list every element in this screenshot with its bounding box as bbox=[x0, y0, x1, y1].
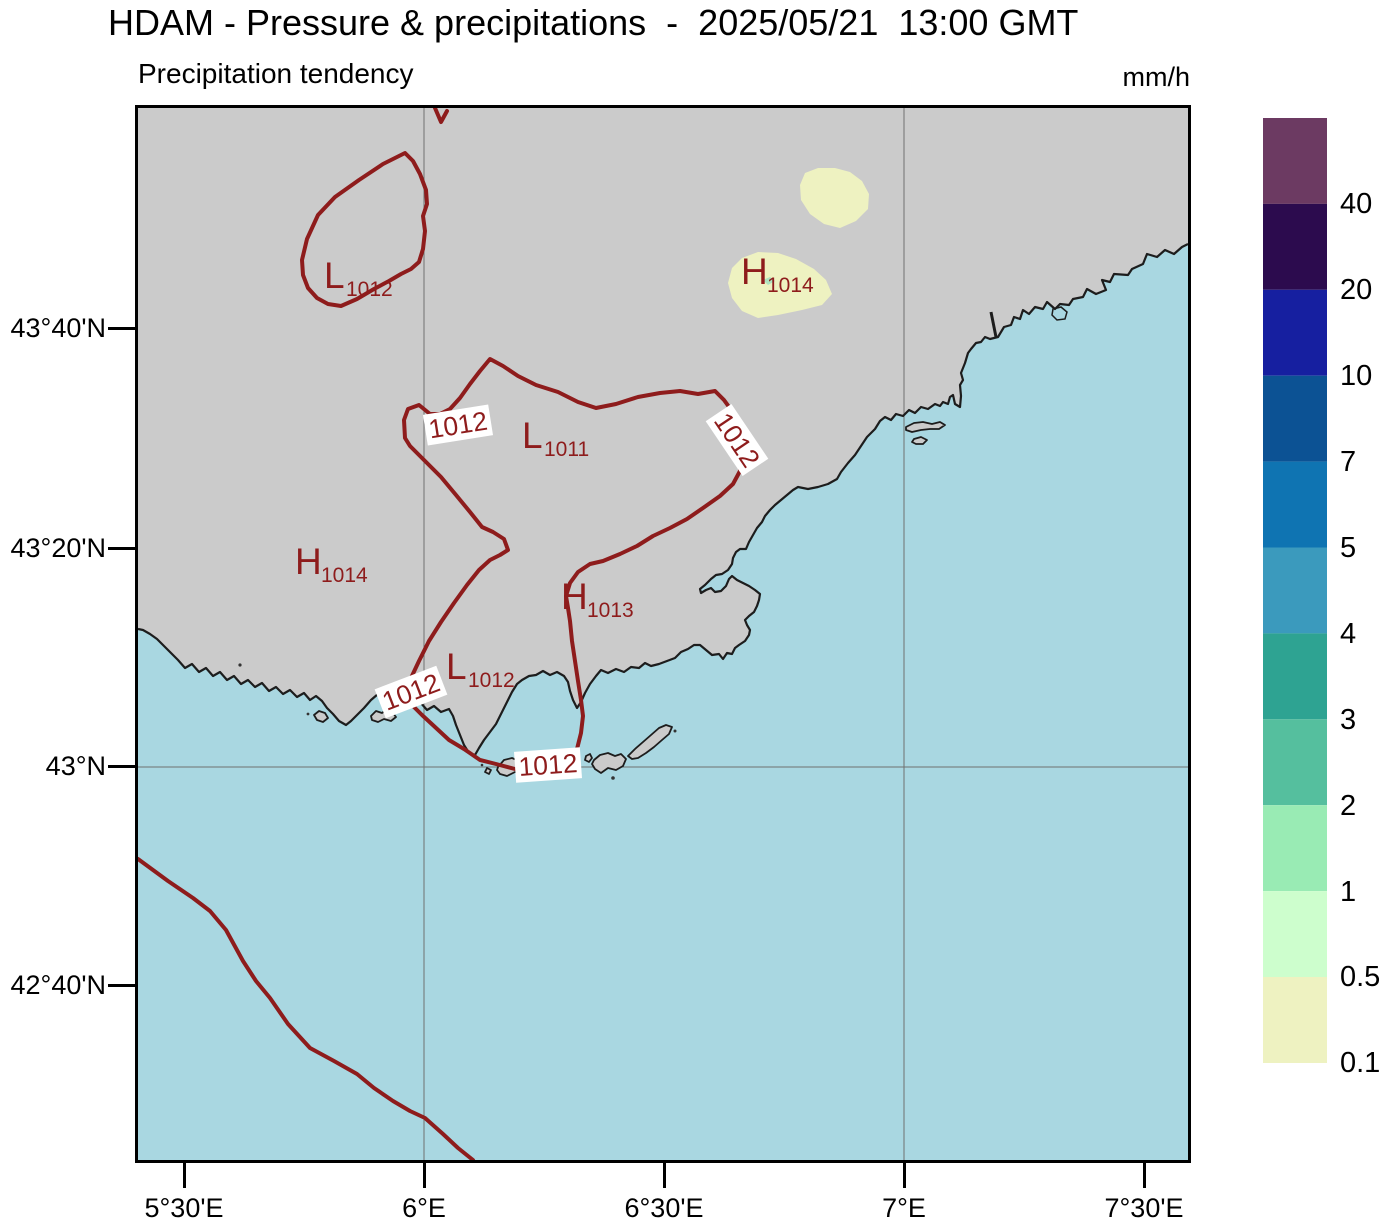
islet-st-mandrier bbox=[313, 710, 329, 723]
lat-tick bbox=[108, 765, 136, 768]
isobar-label-box bbox=[422, 404, 494, 446]
pressure-center-value: 1013 bbox=[587, 599, 634, 622]
colorbar bbox=[1263, 118, 1327, 1063]
lat-tick-label: 43°20'N bbox=[10, 533, 106, 563]
islet-dots bbox=[238, 663, 677, 780]
colorbar-tick-label: 5 bbox=[1340, 532, 1357, 564]
colorbar-cell bbox=[1263, 118, 1327, 204]
lat-tick bbox=[108, 984, 136, 987]
coastal-lagoon bbox=[1051, 306, 1068, 321]
isobar-closed-nw bbox=[300, 151, 429, 308]
colorbar-tick-label: 2 bbox=[1340, 790, 1357, 822]
colorbar-tick-label: 0.5 bbox=[1340, 961, 1381, 993]
island-lerins-1 bbox=[905, 421, 946, 433]
field-label: Precipitation tendency bbox=[138, 58, 414, 89]
unit-label: mm/h bbox=[1122, 62, 1191, 92]
islet-dot bbox=[611, 776, 615, 780]
lon-tick-label: 6°E bbox=[402, 1193, 446, 1223]
precip-patch-south bbox=[728, 252, 832, 318]
colorbar-tick-label: 40 bbox=[1340, 188, 1373, 220]
isobar-sw-sea bbox=[136, 857, 475, 1162]
pressure-center-letter: L bbox=[324, 255, 345, 296]
isobar-label-box bbox=[374, 665, 448, 719]
pressure-center-h-1013: H 1013 bbox=[561, 576, 634, 622]
lat-tick bbox=[108, 327, 136, 330]
colorbar-tick-label: 20 bbox=[1340, 274, 1373, 306]
isobar-main-loop bbox=[402, 357, 742, 772]
pressure-center-l-nw: L 1012 bbox=[324, 255, 393, 301]
island-small-west bbox=[484, 767, 492, 775]
pressure-center-letter: H bbox=[741, 251, 768, 292]
colorbar-tick-label: 10 bbox=[1340, 360, 1373, 392]
pressure-center-value: 1012 bbox=[468, 669, 515, 692]
isobar-top-notch bbox=[433, 106, 449, 124]
lon-tick bbox=[663, 1163, 666, 1188]
isobar-label-box bbox=[705, 403, 769, 477]
colorbar-cell bbox=[1263, 203, 1327, 290]
islet-dot bbox=[673, 729, 677, 733]
colorbar-tick-label: 1 bbox=[1340, 876, 1357, 908]
island-islet-c bbox=[584, 753, 593, 763]
pressure-center-l-1011: L 1011 bbox=[522, 415, 589, 461]
pressure-center-value: 1011 bbox=[544, 438, 589, 461]
pressure-center-h-patch: H 1014 bbox=[741, 251, 814, 297]
land-area bbox=[138, 108, 1188, 755]
islet-dot bbox=[306, 712, 310, 716]
coast-pier-mark bbox=[989, 311, 998, 338]
lon-tick-label: 7°30'E bbox=[1104, 1193, 1184, 1223]
lon-tick-label: 7°E bbox=[882, 1193, 926, 1223]
lon-tick bbox=[903, 1163, 906, 1188]
isobar-label-text: 1012 bbox=[518, 748, 579, 782]
pressure-center-letter: H bbox=[295, 541, 322, 582]
pressure-center-letter: H bbox=[561, 576, 588, 617]
colorbar-cell bbox=[1263, 719, 1327, 806]
pressure-center-letter: L bbox=[522, 415, 543, 456]
isobar-label-box bbox=[513, 747, 583, 783]
lat-tick-label: 43°N bbox=[45, 751, 106, 781]
pressure-center-letter: L bbox=[446, 646, 467, 687]
map-canvas: 1012 1012 1012 1012 L 1012 H 1014 L 1011… bbox=[136, 106, 1189, 1162]
colorbar-cell bbox=[1263, 289, 1327, 376]
colorbar-tick-label: 0.1 bbox=[1340, 1047, 1381, 1079]
pressure-center-value: 1014 bbox=[767, 274, 814, 297]
pressure-center-h-west: H 1014 bbox=[295, 541, 368, 587]
lat-tick-label: 43°40'N bbox=[10, 313, 106, 343]
colorbar-tick-label: 4 bbox=[1340, 618, 1357, 650]
precip-patch-north bbox=[800, 168, 869, 228]
pressure-center-value: 1012 bbox=[346, 278, 393, 301]
lon-tick bbox=[423, 1163, 426, 1188]
pressure-center-l-south: L 1012 bbox=[446, 646, 515, 692]
coastline bbox=[137, 243, 1189, 757]
pressure-centers: L 1012 H 1014 L 1011 H 1014 H 1013 L 101… bbox=[295, 251, 814, 692]
colorbar-cell bbox=[1263, 461, 1327, 548]
colorbar-cell bbox=[1263, 891, 1327, 977]
lat-tick bbox=[108, 547, 136, 550]
lon-tick bbox=[183, 1163, 186, 1188]
island-levant bbox=[627, 724, 673, 760]
pressure-center-value: 1014 bbox=[321, 564, 368, 587]
colorbar-tick-label: 3 bbox=[1340, 704, 1357, 736]
isobar-label-d: 1012 bbox=[513, 747, 583, 783]
lon-tick bbox=[1143, 1163, 1146, 1188]
isobars bbox=[136, 106, 742, 1162]
island-port-cros bbox=[591, 752, 627, 774]
colorbar-tick-label: 7 bbox=[1340, 446, 1357, 478]
islet-dot bbox=[480, 763, 484, 767]
colorbar-cell bbox=[1263, 547, 1327, 634]
island-lerins-2 bbox=[911, 436, 928, 445]
colorbar-cell bbox=[1263, 633, 1327, 720]
colorbar-cell bbox=[1263, 977, 1327, 1063]
colorbar-cell bbox=[1263, 805, 1327, 892]
colorbar-cell bbox=[1263, 375, 1327, 462]
map-frame: 1012 1012 1012 1012 L 1012 H 1014 L 1011… bbox=[135, 105, 1191, 1163]
page-title: HDAM - Pressure & precipitations - 2025/… bbox=[108, 2, 1079, 43]
lat-tick-label: 42°40'N bbox=[10, 970, 106, 1000]
precip-spot-inner bbox=[763, 277, 775, 285]
lon-tick-label: 5°30'E bbox=[144, 1193, 224, 1223]
islet-dot bbox=[238, 663, 242, 667]
lon-tick-label: 6°30'E bbox=[624, 1193, 704, 1223]
